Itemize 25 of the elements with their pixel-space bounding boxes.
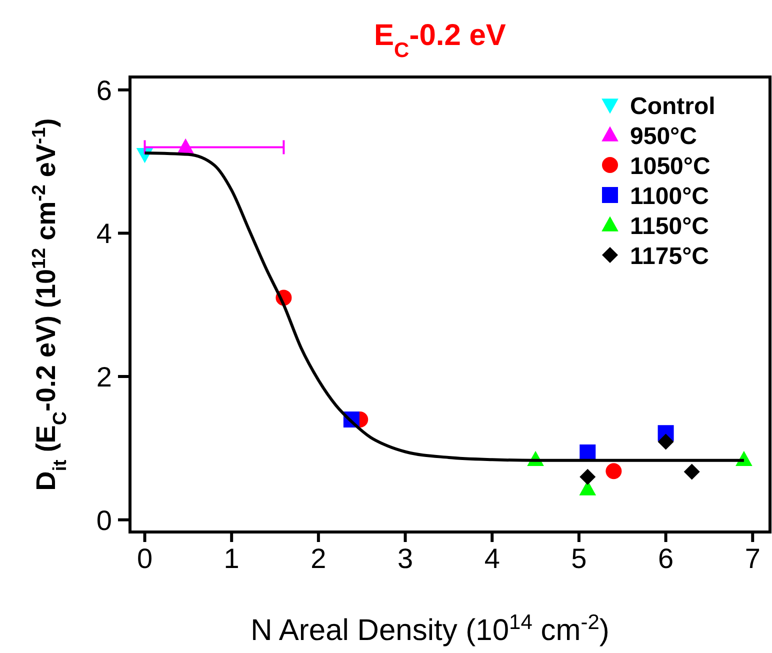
chart-title: E$_{C}$-0.2 eV [374,19,506,62]
y-tick-label: 4 [96,218,112,250]
x-tick-label: 4 [484,543,500,574]
x-tick-label: 1 [224,543,240,574]
point [684,464,700,480]
x-tick-label: 5 [571,543,587,574]
point [606,463,622,480]
x-tick-label: 2 [310,543,326,574]
legend-label: 1150°C [630,213,709,240]
legend-label: 1175°C [630,243,709,270]
x-tick-label: 0 [136,543,153,574]
point [580,468,596,485]
y-tick-label: 2 [96,362,112,393]
legend-label: 950°C [630,123,697,150]
x-tick-label: 6 [658,543,674,574]
y-tick-label: 6 [96,74,112,106]
point [658,434,674,450]
legend-label: 1050°C [630,153,710,180]
x-tick-label: 7 [744,543,760,574]
legend-label: Control [630,93,716,120]
x-axis-title: N Areal Density (10$^{14}$ cm$^{-2}$) [250,610,610,647]
legend-label: 1100°C [630,183,709,210]
y-tick-label: 0 [96,504,112,536]
x-tick-label: 3 [397,543,414,574]
point [580,444,596,460]
